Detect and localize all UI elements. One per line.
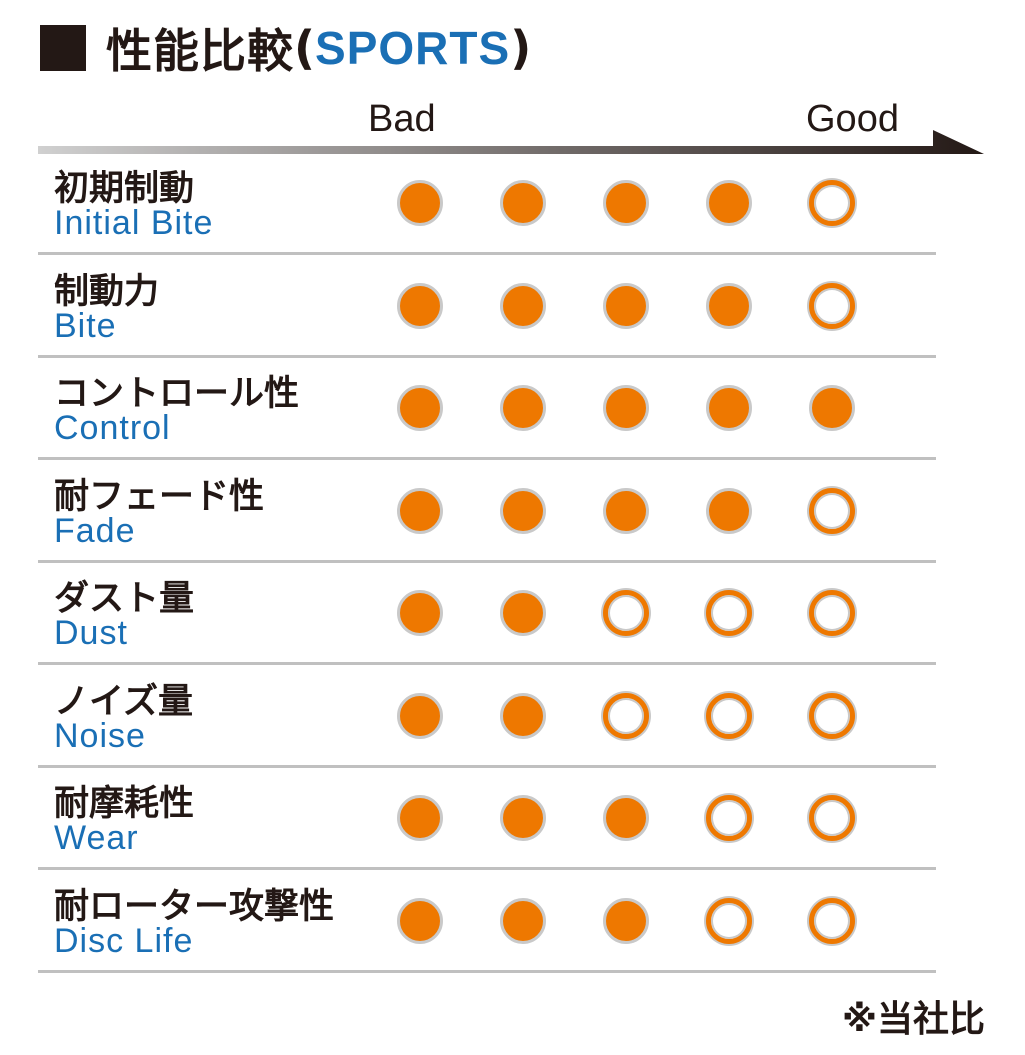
rating-dot-empty <box>809 795 855 841</box>
title-en: SPORTS <box>315 22 511 74</box>
rating-row: ノイズ量 Noise <box>38 665 936 768</box>
row-label-en: Bite <box>54 306 117 345</box>
rating-dot-empty <box>809 282 855 329</box>
title-paren-close: ) <box>510 21 532 75</box>
rating-dot-empty <box>809 897 855 944</box>
rating-dot-filled <box>397 487 443 534</box>
rating-dot-filled <box>603 897 649 944</box>
rating-dot-empty <box>706 692 752 739</box>
rating-dot-filled <box>500 897 546 944</box>
row-divider <box>38 969 936 973</box>
row-divider <box>38 867 936 870</box>
rating-row: 耐摩耗性 Wear <box>38 767 936 870</box>
rating-dot-filled <box>603 385 649 431</box>
title-square-icon <box>40 25 86 71</box>
rating-dot-filled <box>603 180 649 226</box>
rating-dot-empty <box>809 590 855 636</box>
row-label-jp: 耐摩耗性 <box>54 784 195 824</box>
row-label-jp: ダスト量 <box>54 579 195 619</box>
rating-row: ダスト量 Dust <box>38 562 936 665</box>
rating-dot-filled <box>500 795 546 841</box>
row-divider <box>38 559 936 563</box>
row-label-en: Initial Bite <box>54 204 214 242</box>
row-label-jp: ノイズ量 <box>54 681 193 722</box>
row-divider <box>38 764 936 768</box>
rating-dot-filled <box>706 282 752 329</box>
row-divider <box>38 252 936 255</box>
rating-dot-filled <box>500 180 546 226</box>
rating-dot-filled <box>397 385 443 431</box>
row-label-en: Fade <box>54 511 136 550</box>
row-divider <box>38 354 936 358</box>
rating-row: 耐フェード性 Fade <box>38 460 936 563</box>
row-label-jp: 耐フェード性 <box>54 476 265 517</box>
rating-dot-filled <box>603 282 649 329</box>
chart-title: 性能比較 ( SPORTS ) <box>40 18 531 78</box>
row-divider <box>38 662 936 665</box>
rating-dot-filled <box>397 282 443 329</box>
scale-arrow-icon <box>38 130 984 154</box>
rating-dot-filled <box>397 795 443 841</box>
rating-dot-filled <box>500 385 546 431</box>
row-label-en: Disc Life <box>54 921 194 960</box>
title-paren-open: ( <box>294 21 316 75</box>
rating-dot-empty <box>706 897 752 944</box>
rating-dot-filled <box>603 487 649 534</box>
rating-dot-empty <box>603 692 649 739</box>
rating-dot-filled <box>397 180 443 226</box>
rating-dot-filled <box>397 590 443 636</box>
rating-dot-filled <box>500 282 546 329</box>
scale-good-label: Good <box>806 98 899 140</box>
rating-dot-filled <box>706 385 752 431</box>
footnote: ※当社比 <box>842 999 985 1040</box>
rating-row: コントロール性 Control <box>38 357 936 460</box>
rating-dot-empty <box>809 692 855 739</box>
rating-dot-empty <box>603 590 649 636</box>
row-label-jp: 制動力 <box>54 271 160 312</box>
row-label-en: Dust <box>54 614 128 652</box>
rating-row: 初期制動 Initial Bite <box>38 152 936 255</box>
rating-dot-filled <box>500 487 546 534</box>
rating-dot-empty <box>809 487 855 534</box>
row-divider <box>38 457 936 460</box>
rating-dot-filled <box>397 897 443 944</box>
rating-dot-filled <box>706 180 752 226</box>
rating-dot-filled <box>706 487 752 534</box>
rating-dot-filled <box>603 795 649 841</box>
rating-dot-filled <box>500 590 546 636</box>
row-label-jp: コントロール性 <box>54 374 300 414</box>
rating-row: 耐ローター攻撃性 Disc Life <box>38 870 936 973</box>
rating-dot-filled <box>500 692 546 739</box>
rating-dot-filled <box>809 385 855 431</box>
rating-dot-filled <box>397 692 443 739</box>
rating-dot-empty <box>706 590 752 636</box>
rating-dot-empty <box>706 795 752 841</box>
scale-bad-label: Bad <box>368 98 436 140</box>
row-label-jp: 初期制動 <box>54 169 195 209</box>
row-label-en: Wear <box>54 819 139 857</box>
title-jp: 性能比較 <box>106 24 294 78</box>
row-label-jp: 耐ローター攻撃性 <box>54 886 335 927</box>
rating-dot-empty <box>809 180 855 226</box>
rating-row: 制動力 Bite <box>38 255 936 358</box>
row-label-en: Control <box>54 409 171 447</box>
row-label-en: Noise <box>54 716 146 755</box>
